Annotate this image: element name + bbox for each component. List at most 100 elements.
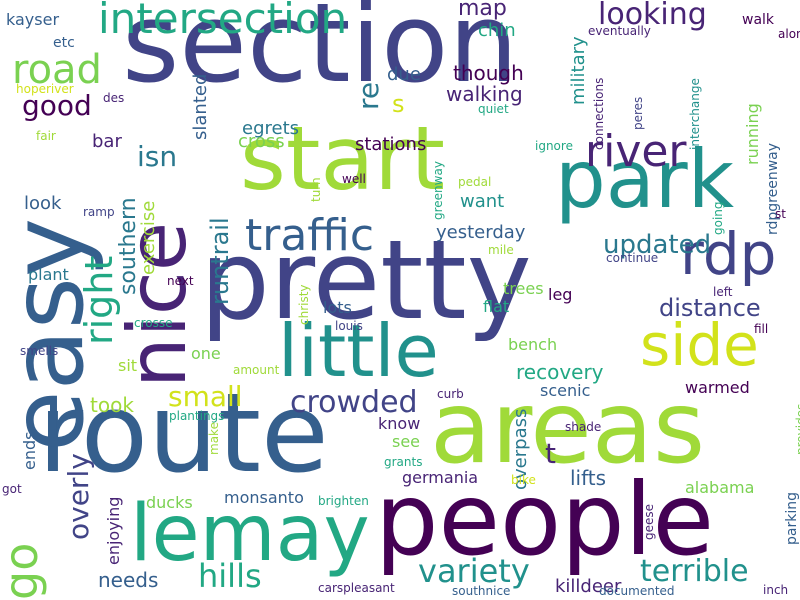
word-terrible: terrible [640, 554, 749, 589]
word-pretty: pretty [200, 216, 532, 344]
word-bench: bench [508, 335, 558, 354]
word-hoperiver: hoperiver [16, 82, 74, 96]
word-bike: bike [511, 473, 536, 487]
word-ends: ends [20, 431, 39, 470]
word-enjoying: enjoying [104, 496, 123, 565]
word-southnice: southnice [452, 584, 511, 598]
word-killdeer: killdeer [555, 576, 622, 597]
word-walking: walking [446, 82, 523, 106]
word-military: military [568, 36, 589, 105]
word-got: got [2, 482, 22, 496]
word-start: start [240, 107, 445, 210]
word-parking: parking [784, 492, 800, 545]
word-amount: amount [233, 363, 280, 377]
word-people: people [375, 461, 714, 578]
word-ramp: ramp [83, 205, 115, 219]
word-provides: provides [794, 403, 800, 455]
word-left: left [713, 285, 733, 299]
word-areas: areas [430, 369, 706, 486]
word-though: though [453, 61, 524, 85]
word-alabama: alabama [685, 478, 755, 497]
word-shade: shade [565, 420, 602, 434]
word-right: right [77, 255, 121, 345]
word-stations: stations [355, 134, 427, 155]
word-peres: peres [631, 96, 645, 130]
word-want: want [460, 191, 505, 212]
word-quiet: quiet [478, 102, 509, 116]
word-know: know [378, 414, 421, 433]
word-geese: geese [642, 503, 656, 540]
word-scenic: scenic [540, 381, 591, 400]
word-crowded: crowded [290, 385, 418, 420]
word-good: good [22, 89, 92, 122]
word-southern: southern [116, 197, 141, 295]
word-lifts: lifts [570, 466, 607, 490]
word-variety: variety [418, 552, 530, 590]
word-due: due [387, 64, 421, 85]
word-go: go [0, 542, 48, 600]
word-slanted: slanted [190, 73, 211, 140]
word-well: well [342, 172, 366, 186]
word-fill: fill [754, 322, 769, 336]
word-etc: etc [53, 35, 75, 51]
word-road: road [12, 47, 102, 93]
word-running: running [743, 103, 762, 165]
word-turn: turn [309, 177, 323, 202]
word-yesterday: yesterday [436, 222, 526, 243]
word-bar: bar [92, 131, 122, 152]
word-make: make [207, 422, 221, 455]
word-des: des [103, 91, 125, 105]
word-traffic: traffic [245, 210, 375, 261]
word-st: st [775, 207, 786, 221]
word-runtrail: runtrail [206, 217, 234, 305]
word-map: map [458, 0, 507, 21]
word-look: look [24, 193, 62, 214]
word-rdp: rdp [680, 220, 777, 288]
word-carspleasant: carspleasant [318, 581, 395, 595]
word-ducks: ducks [146, 493, 193, 512]
word-chin: chin [478, 20, 516, 41]
word-documented: documented [599, 584, 675, 598]
word-grants: grants [384, 455, 423, 469]
word-see: see [392, 432, 421, 451]
word-interchange: interchange [688, 78, 702, 150]
word-took: took [90, 393, 134, 417]
word-pedal: pedal [458, 175, 492, 189]
word-greenway: greenway [431, 161, 445, 220]
word-leg: leg [548, 285, 573, 304]
word-kayser: kayser [6, 10, 60, 29]
word-route: route [38, 369, 329, 497]
word-flat: flat [483, 297, 510, 316]
word-section: section [122, 0, 519, 107]
word-lots: lots [323, 298, 352, 317]
word-going: going [711, 201, 725, 235]
word-sit: sit [118, 356, 138, 375]
word-inch: inch [763, 583, 789, 597]
word-monsanto: monsanto [224, 488, 304, 507]
word-germania: germania [402, 468, 479, 487]
word-river: river [585, 126, 687, 177]
word-christy: christy [297, 284, 311, 325]
word-looking: looking [598, 0, 707, 32]
word-plant: plant [28, 265, 69, 284]
word-warmed: warmed [685, 378, 750, 397]
word-plantings: plantings [169, 409, 225, 423]
word-s: s [392, 90, 405, 118]
word-re: re [352, 81, 385, 110]
word-small: small [168, 380, 243, 413]
word-cross: cross [238, 131, 285, 152]
word-brighten: brighten [318, 494, 369, 508]
word-mile: mile [488, 243, 514, 257]
word-distance: distance [659, 294, 761, 322]
word-rdpgreenway: rdpgreenway [765, 142, 781, 235]
word-updated: updated [603, 230, 712, 260]
word-overly: overly [62, 453, 95, 540]
word-trees: trees [503, 279, 544, 298]
word-exercise: exercise [138, 200, 159, 275]
word-lemay: lemay [130, 489, 370, 579]
word-next: next [167, 274, 194, 288]
word-louis: louis [335, 319, 363, 333]
word-one: one [191, 344, 221, 363]
word-park: park [555, 133, 735, 226]
